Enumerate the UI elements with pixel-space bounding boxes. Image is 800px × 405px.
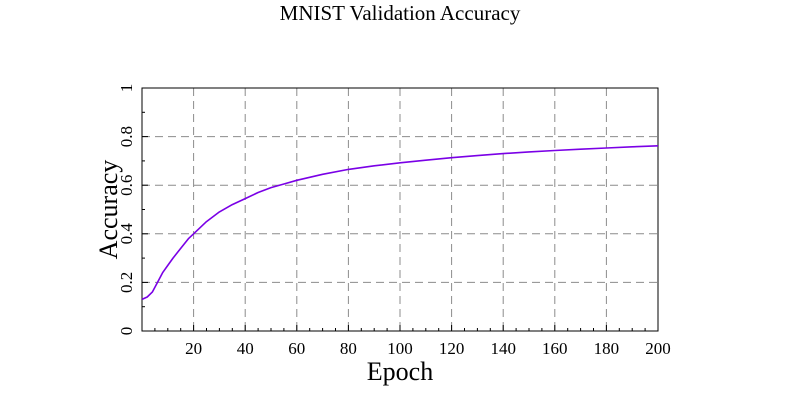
grid bbox=[142, 88, 658, 331]
x-tick-label: 20 bbox=[185, 339, 202, 358]
y-tick-label: 0 bbox=[117, 327, 136, 336]
series-layer bbox=[141, 145, 659, 301]
x-tick-label: 160 bbox=[542, 339, 568, 358]
y-tick-label: 0.4 bbox=[117, 223, 136, 245]
x-tick-label: 40 bbox=[237, 339, 254, 358]
y-tick-label: 0.6 bbox=[117, 175, 136, 196]
x-axis-label: Epoch bbox=[367, 357, 433, 386]
series-line bbox=[141, 145, 659, 301]
y-tick-label: 0.2 bbox=[117, 272, 136, 293]
x-tick-label: 100 bbox=[387, 339, 413, 358]
x-tick-label: 120 bbox=[439, 339, 465, 358]
x-tick-label: 200 bbox=[645, 339, 671, 358]
x-tick-label: 60 bbox=[288, 339, 305, 358]
y-tick-label: 0.8 bbox=[117, 126, 136, 147]
y-axis-label: Accuracy bbox=[94, 160, 123, 260]
x-tick-label: 140 bbox=[490, 339, 516, 358]
axis-ticks: 20 40 60 80 100 120 140 160 180 200 0 0.2 0.4 0.6 0.8 1 bbox=[117, 84, 671, 358]
x-tick-label: 180 bbox=[594, 339, 620, 358]
chart-title: MNIST Validation Accuracy bbox=[280, 1, 521, 25]
x-tick-label: 80 bbox=[340, 339, 357, 358]
y-tick-label: 1 bbox=[117, 84, 136, 93]
